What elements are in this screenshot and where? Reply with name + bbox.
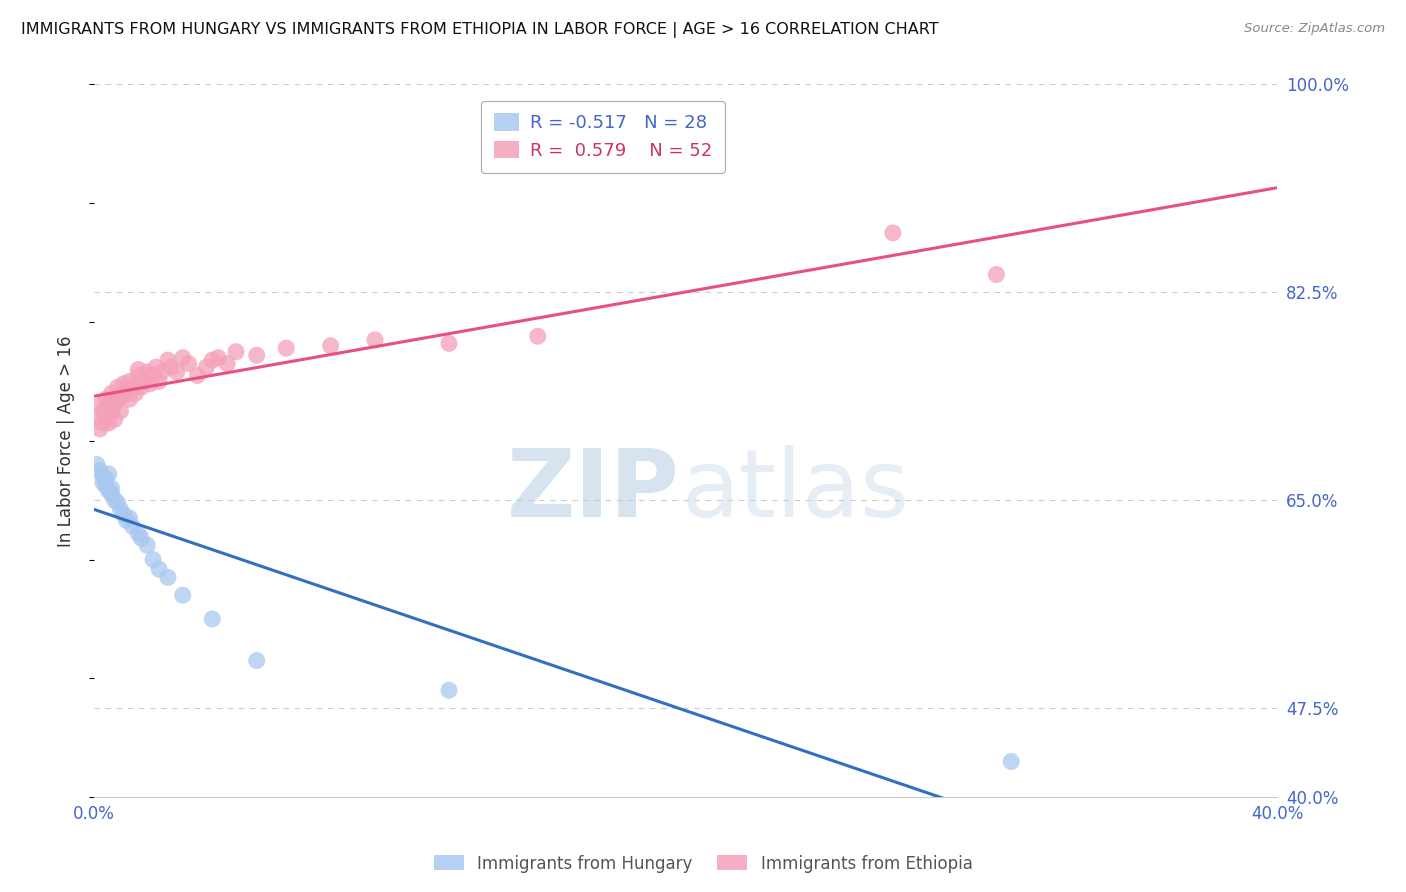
- Point: [104, 493, 127, 508]
- Point: [172, 351, 194, 365]
- Point: [156, 570, 179, 584]
- Text: Source: ZipAtlas.com: Source: ZipAtlas.com: [1244, 22, 1385, 36]
- Point: [437, 683, 460, 698]
- Point: [100, 487, 122, 501]
- Point: [86, 458, 108, 472]
- Point: [986, 268, 1008, 282]
- Point: [195, 360, 218, 375]
- Point: [118, 375, 141, 389]
- Point: [437, 336, 460, 351]
- Point: [201, 612, 224, 626]
- Point: [94, 479, 117, 493]
- Point: [142, 552, 165, 566]
- Point: [217, 357, 239, 371]
- Point: [139, 376, 162, 391]
- Point: [127, 362, 149, 376]
- Point: [115, 513, 138, 527]
- Point: [127, 526, 149, 541]
- Point: [118, 392, 141, 407]
- Point: [97, 467, 120, 481]
- Point: [121, 380, 143, 394]
- Point: [97, 398, 120, 412]
- Point: [100, 404, 122, 418]
- Point: [156, 353, 179, 368]
- Point: [97, 416, 120, 430]
- Point: [142, 368, 165, 383]
- Point: [246, 348, 269, 362]
- Point: [91, 404, 114, 418]
- Point: [100, 481, 122, 495]
- Point: [91, 475, 114, 490]
- Point: [276, 341, 298, 355]
- Point: [110, 404, 132, 418]
- Point: [246, 654, 269, 668]
- Point: [882, 226, 904, 240]
- Legend: Immigrants from Hungary, Immigrants from Ethiopia: Immigrants from Hungary, Immigrants from…: [427, 848, 979, 880]
- Point: [107, 392, 129, 407]
- Point: [150, 365, 173, 379]
- Point: [134, 375, 156, 389]
- Point: [97, 483, 120, 498]
- Point: [526, 329, 548, 343]
- Point: [160, 360, 183, 375]
- Y-axis label: In Labor Force | Age > 16: In Labor Force | Age > 16: [58, 335, 75, 547]
- Point: [364, 333, 387, 347]
- Point: [207, 351, 229, 365]
- Point: [112, 508, 135, 522]
- Legend: R = -0.517   N = 28, R =  0.579    N = 52: R = -0.517 N = 28, R = 0.579 N = 52: [481, 101, 724, 172]
- Point: [166, 365, 188, 379]
- Point: [136, 365, 159, 379]
- Point: [91, 416, 114, 430]
- Point: [129, 531, 152, 545]
- Point: [1000, 755, 1022, 769]
- Point: [107, 495, 129, 509]
- Point: [94, 410, 117, 425]
- Point: [107, 380, 129, 394]
- Point: [86, 410, 108, 425]
- Point: [110, 502, 132, 516]
- Point: [112, 389, 135, 403]
- Point: [104, 412, 127, 426]
- Point: [91, 469, 114, 483]
- Point: [118, 511, 141, 525]
- Text: ZIP: ZIP: [508, 445, 679, 537]
- Point: [112, 376, 135, 391]
- Point: [89, 463, 111, 477]
- Text: atlas: atlas: [681, 445, 910, 537]
- Point: [100, 386, 122, 401]
- Point: [94, 472, 117, 486]
- Point: [145, 360, 167, 375]
- Text: IMMIGRANTS FROM HUNGARY VS IMMIGRANTS FROM ETHIOPIA IN LABOR FORCE | AGE > 16 CO: IMMIGRANTS FROM HUNGARY VS IMMIGRANTS FR…: [21, 22, 939, 38]
- Point: [89, 398, 111, 412]
- Point: [121, 519, 143, 533]
- Point: [124, 386, 146, 401]
- Point: [225, 344, 247, 359]
- Point: [136, 538, 159, 552]
- Point: [129, 380, 152, 394]
- Point: [201, 353, 224, 368]
- Point: [186, 368, 208, 383]
- Point: [115, 384, 138, 398]
- Point: [127, 368, 149, 383]
- Point: [94, 392, 117, 407]
- Point: [148, 562, 170, 576]
- Point: [172, 588, 194, 602]
- Point: [319, 339, 342, 353]
- Point: [177, 357, 200, 371]
- Point: [148, 375, 170, 389]
- Point: [104, 398, 127, 412]
- Point: [89, 422, 111, 436]
